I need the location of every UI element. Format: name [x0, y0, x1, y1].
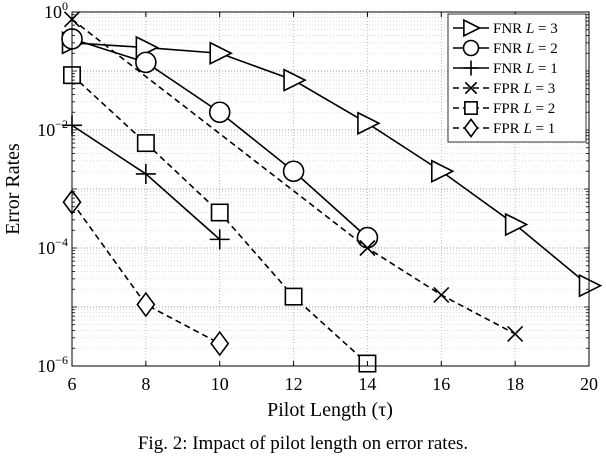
marker-triangle — [357, 111, 381, 136]
x-tick-label: 8 — [141, 374, 150, 394]
y-axis-label: Error Rates — [2, 143, 24, 235]
marker-plus — [135, 163, 156, 184]
marker-square — [284, 287, 303, 306]
tick-labels: 6 8 10 12 14 16 18 20 100 10−2 10−4 10−6 — [37, 0, 598, 394]
marker-circle — [208, 101, 231, 124]
legend-entry: FNR L = 3 — [453, 18, 558, 38]
series-line — [71, 201, 221, 345]
legend-entry: FNR L = 1 — [453, 60, 558, 77]
series-fpr-l1 — [62, 189, 230, 357]
marker-triangle — [504, 212, 529, 237]
marker-circle — [135, 51, 157, 74]
y-tick-label: 10−2 — [37, 117, 68, 140]
marker-circle — [462, 39, 480, 57]
x-axis-label: Pilot Length (τ) — [267, 399, 393, 421]
series-fnr-l2 — [61, 28, 379, 249]
marker-circle — [356, 226, 379, 249]
marker-triangle — [209, 41, 234, 66]
legend-label: FNR L = 2 — [493, 41, 558, 57]
series-line — [71, 42, 590, 287]
axes — [71, 11, 590, 367]
y-tick-label: 100 — [44, 0, 68, 22]
legend-label: FNR L = 3 — [493, 21, 558, 37]
marker-triangle — [430, 159, 455, 184]
marker-square — [210, 203, 229, 222]
marker-plus — [209, 229, 230, 250]
marker-cross — [464, 81, 478, 95]
x-tick-label: 12 — [285, 374, 303, 394]
marker-circle — [282, 160, 305, 183]
marker-square — [136, 134, 155, 153]
marker-triangle — [463, 18, 482, 38]
marker-diamond — [463, 118, 479, 138]
legend-entry: FPR L = 2 — [453, 101, 555, 117]
x-tick-label: 14 — [358, 374, 376, 394]
legend-label: FPR L = 3 — [493, 81, 555, 97]
x-tick-label: 16 — [432, 374, 450, 394]
legend-entry: FPR L = 3 — [453, 81, 555, 97]
series-line — [71, 18, 516, 335]
y-tick-label: 10−6 — [37, 353, 68, 376]
legend-entry: FNR L = 2 — [453, 39, 558, 57]
legend-label: FPR L = 2 — [493, 101, 555, 117]
marker-plus — [463, 60, 479, 76]
x-tick-label: 6 — [68, 374, 77, 394]
marker-cross — [507, 325, 524, 342]
figure-caption: Fig. 2: Impact of pilot length on error … — [137, 433, 469, 454]
x-tick-label: 20 — [580, 374, 598, 394]
marker-diamond — [210, 330, 230, 357]
marker-triangle — [283, 68, 307, 92]
legend-label: FNR L = 1 — [493, 61, 558, 77]
marker-cross — [433, 286, 450, 304]
marker-triangle — [578, 273, 603, 298]
marker-cross — [359, 239, 376, 257]
marker-diamond — [136, 291, 156, 318]
x-tick-label: 10 — [211, 374, 229, 394]
chart: 6 8 10 12 14 16 18 20 100 10−2 10−4 10−6 Pilot Leng… — [2, 0, 603, 421]
legend-entry: FPR L = 1 — [453, 118, 555, 138]
legend: FNR L = 3 FNR L = 2 FNR L = 1 FPR L = 3 FPR … — [447, 13, 587, 143]
legend-label: FPR L = 1 — [493, 121, 555, 137]
x-tick-label: 18 — [506, 374, 524, 394]
marker-square — [464, 101, 478, 115]
series-fpr-l3 — [63, 11, 524, 342]
y-tick-label: 10−4 — [37, 235, 68, 258]
